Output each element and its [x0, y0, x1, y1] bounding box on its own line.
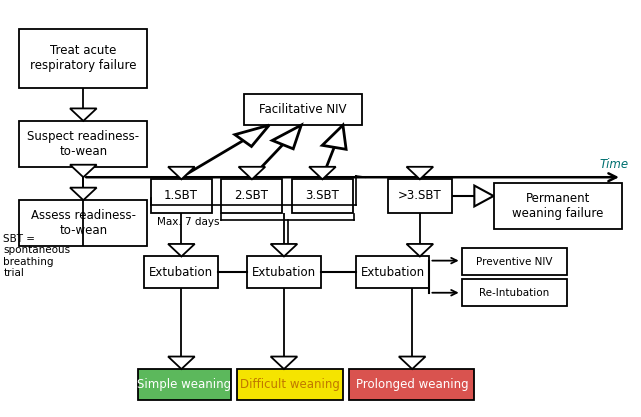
FancyBboxPatch shape	[19, 200, 147, 246]
Text: Extubation: Extubation	[149, 266, 213, 279]
Text: Extubation: Extubation	[360, 266, 425, 279]
Text: Permanent
weaning failure: Permanent weaning failure	[512, 192, 603, 221]
Text: 2.SBT: 2.SBT	[235, 189, 269, 203]
Polygon shape	[168, 244, 195, 256]
Text: Preventive NIV: Preventive NIV	[476, 257, 553, 266]
FancyBboxPatch shape	[349, 369, 474, 400]
Polygon shape	[399, 357, 426, 369]
FancyBboxPatch shape	[356, 256, 429, 288]
Polygon shape	[70, 108, 97, 121]
FancyBboxPatch shape	[462, 248, 567, 275]
Polygon shape	[406, 167, 433, 179]
Polygon shape	[272, 125, 301, 149]
Polygon shape	[406, 244, 433, 256]
Polygon shape	[70, 188, 97, 200]
Text: Facilitative NIV: Facilitative NIV	[259, 103, 347, 116]
FancyBboxPatch shape	[138, 369, 231, 400]
FancyBboxPatch shape	[462, 279, 567, 306]
Polygon shape	[70, 165, 97, 177]
FancyBboxPatch shape	[19, 121, 147, 167]
FancyBboxPatch shape	[144, 256, 218, 288]
FancyBboxPatch shape	[221, 179, 282, 213]
Text: Max. 7 days: Max. 7 days	[157, 217, 220, 227]
FancyBboxPatch shape	[388, 179, 452, 213]
Polygon shape	[322, 125, 346, 149]
Text: >3.SBT: >3.SBT	[398, 189, 442, 203]
FancyBboxPatch shape	[244, 94, 362, 125]
Text: Difficult weaning: Difficult weaning	[240, 378, 340, 391]
FancyBboxPatch shape	[494, 183, 622, 229]
Text: 1.SBT: 1.SBT	[164, 189, 198, 203]
Text: 3.SBT: 3.SBT	[305, 189, 339, 203]
Polygon shape	[238, 167, 265, 179]
Polygon shape	[474, 186, 494, 206]
FancyBboxPatch shape	[151, 179, 212, 213]
Text: Re-Intubation: Re-Intubation	[479, 288, 549, 298]
Text: Prolonged weaning: Prolonged weaning	[356, 378, 468, 391]
Text: Suspect readiness-
to-wean: Suspect readiness- to-wean	[28, 130, 139, 158]
Text: Simple weaning: Simple weaning	[137, 378, 231, 391]
Text: Assess readiness-
to-wean: Assess readiness- to-wean	[31, 209, 136, 237]
Polygon shape	[235, 125, 269, 146]
Polygon shape	[168, 167, 195, 179]
Polygon shape	[168, 357, 195, 369]
FancyBboxPatch shape	[19, 29, 147, 88]
Text: SBT =
spontaneous
breathing
trial: SBT = spontaneous breathing trial	[3, 234, 71, 278]
Text: Extubation: Extubation	[251, 266, 316, 279]
FancyBboxPatch shape	[292, 179, 353, 213]
Text: Time: Time	[599, 158, 628, 171]
FancyBboxPatch shape	[237, 369, 343, 400]
FancyBboxPatch shape	[247, 256, 320, 288]
Polygon shape	[271, 244, 297, 256]
Polygon shape	[271, 357, 297, 369]
Text: Treat acute
respiratory failure: Treat acute respiratory failure	[30, 44, 137, 73]
Polygon shape	[309, 167, 336, 179]
